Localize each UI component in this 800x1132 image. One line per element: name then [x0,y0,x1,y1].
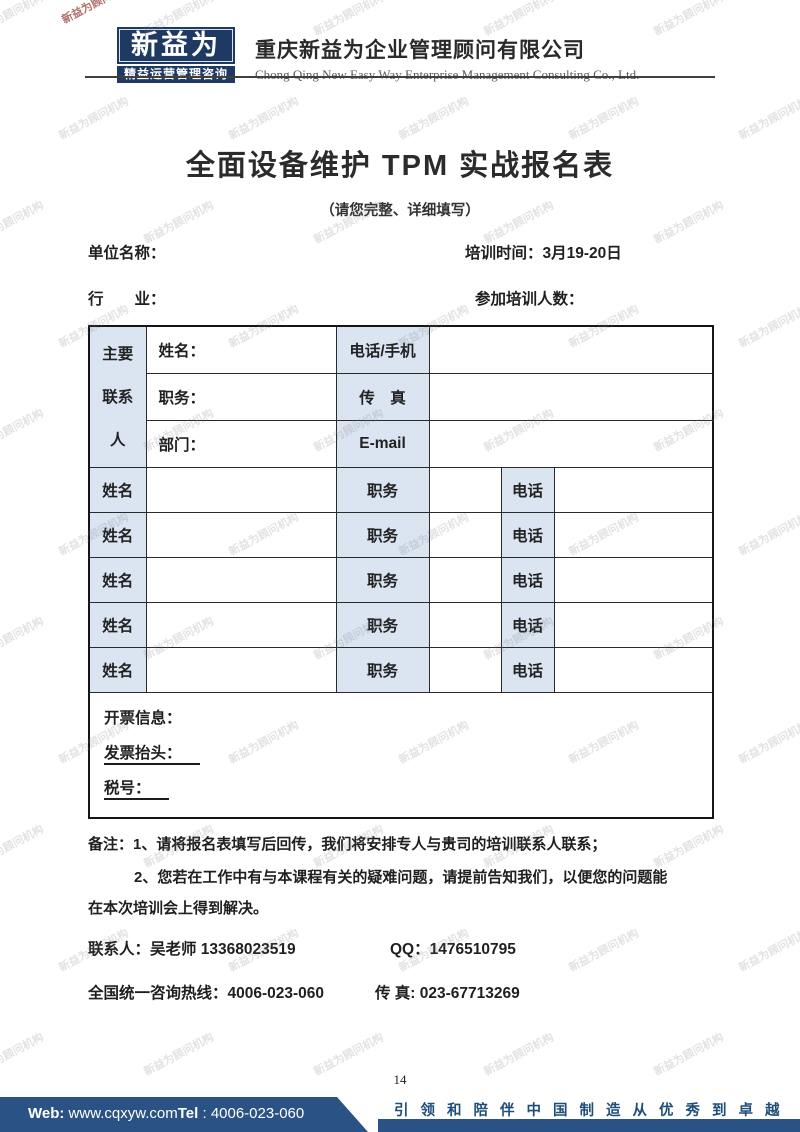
tel-label: Tel [177,1105,199,1122]
attendee-name-input-cell[interactable] [145,647,337,693]
page-title: 全面设备维护 TPM 实战报名表 [185,150,615,182]
page-subtitle: （请您完整、详细填写） [320,203,480,219]
invoice-title-label[interactable]: 发票抬头： [104,745,200,765]
attendee-phone-input-cell[interactable] [553,512,714,558]
attendee-name-input-cell[interactable] [145,467,337,513]
attendee-phone-input-cell[interactable] [553,467,714,513]
attendee-phone-header: 电话 [500,647,555,693]
attendee-title-input-cell[interactable] [428,602,502,648]
industry-label: 行 业： [88,291,166,308]
invoice-row: 开票信息： 发票抬头： 税号： [88,692,714,819]
attendee-name-header: 姓名 [88,467,147,513]
company-name-cn: 重庆新益为企业管理顾问有限公司 [255,39,585,62]
attendee-title-header: 职务 [335,512,430,558]
logo-wordmark: 新益为 [117,27,235,64]
email-input-cell[interactable] [428,420,714,468]
attendee-phone-input-cell[interactable] [553,647,714,693]
attendee-phone-header: 电话 [500,557,555,603]
invoice-info-label: 开票信息： [104,710,182,727]
remark-line-2: 2、您若在工作中有与本课程有关的疑难问题，请提前告知我们，以便您的问题能 [134,869,668,886]
attendee-name-input-cell[interactable] [145,512,337,558]
attendee-title-header: 职务 [335,647,430,693]
primary-contact-header: 主要 联系 人 [88,325,147,468]
footer-contact-bar: Web: www.cqxyw.comTel : 4006-023-060 [0,1097,368,1132]
tel-number: : 4006-023-060 [198,1105,305,1122]
attendee-row: 姓名 职务 电话 [88,512,714,558]
attendee-title-header: 职务 [335,602,430,648]
page-number: 14 [393,1072,407,1087]
web-label: Web: [28,1105,65,1122]
table-row: 职务： 传 真 [89,373,714,421]
web-url[interactable]: www.cqxyw.com [64,1105,178,1122]
attendee-row: 姓名 职务 电话 [88,602,714,648]
email-header: E-mail [335,420,430,468]
attendee-name-input-cell[interactable] [145,557,337,603]
attendee-row: 姓名 职务 电话 [88,557,714,603]
footer-accent-strip [378,1119,800,1132]
attendee-title-input-cell[interactable] [428,557,502,603]
company-name-block: 重庆新益为企业管理顾问有限公司 Chong Qing New Easy Way … [255,34,639,83]
attendee-row: 姓名 职务 电话 [88,467,714,513]
remark-line-1: 备注：1、请将报名表填写后回传，我们将安排专人与贵司的培训联系人联系； [88,836,607,853]
remarks-section: 备注：1、请将报名表填写后回传，我们将安排专人与贵司的培训联系人联系； 2、您若… [88,835,712,918]
attendee-title-input-cell[interactable] [428,467,502,513]
attendee-name-header: 姓名 [88,647,147,693]
form-content: 全面设备维护 TPM 实战报名表 （请您完整、详细填写） 单位名称： 培训时间：… [88,0,715,1003]
company-name-en: Chong Qing New Easy Way Enterprise Manag… [255,67,640,82]
invoice-cell: 开票信息： 发票抬头： 税号： [88,692,714,819]
primary-contact-line: 联系 [102,388,134,406]
attendee-phone-input-cell[interactable] [553,557,714,603]
fax-input-cell[interactable] [428,373,714,421]
training-time-label: 培训时间：3月19-20日 [465,245,622,262]
phone-mobile-header: 电话/手机 [335,325,430,374]
attendee-name-header: 姓名 [88,602,147,648]
company-logo: 新益为 精益运营管理咨询 [117,27,235,83]
contact-row-hotline: 全国统一咨询热线：4006-023-060 传 真: 023-67713269 [88,981,712,1003]
attendee-row: 姓名 职务 电话 [88,647,714,693]
attendee-name-header: 姓名 [88,557,147,603]
primary-contact-line: 人 [109,431,126,449]
attendee-title-input-cell[interactable] [428,512,502,558]
contact-qq: QQ：1476510795 [390,941,516,958]
contact-person: 联系人：吴老师 13368023519 [88,941,296,958]
contact-dept-label: 部门： [145,420,337,468]
phone-mobile-input-cell[interactable] [428,325,714,374]
form-row-industry: 行 业： 参加培训人数： [88,287,712,309]
tax-number-label[interactable]: 税号： [104,780,169,800]
contact-hotline: 全国统一咨询热线：4006-023-060 [88,985,325,1002]
attendee-title-input-cell[interactable] [428,647,502,693]
attendee-name-header: 姓名 [88,512,147,558]
table-row: 主要 联系 人 姓名： 电话/手机 [88,325,714,468]
table-row: 部门： E-mail [89,420,714,468]
attendee-count-label: 参加培训人数： [475,291,584,308]
contact-row-person: 联系人：吴老师 13368023519 QQ：1476510795 [88,937,712,959]
remark-line-3: 在本次培训会上得到解决。 [88,900,269,917]
attendee-name-input-cell[interactable] [145,602,337,648]
contact-name-label: 姓名： [145,325,337,374]
footer-slogan: 引领和陪伴中国制造从优秀到卓越 [394,1103,792,1119]
attendee-phone-header: 电话 [500,602,555,648]
attendee-phone-input-cell[interactable] [553,602,714,648]
form-row-company: 单位名称： 培训时间：3月19-20日 [88,241,712,263]
attendee-phone-header: 电话 [500,467,555,513]
registration-table: 主要 联系 人 姓名： 电话/手机 职务： 传 真 部门： E-mail [88,325,715,819]
fax-header: 传 真 [335,373,430,421]
attendee-title-header: 职务 [335,467,430,513]
attendee-phone-header: 电话 [500,512,555,558]
header-divider [85,76,715,78]
contact-title-label: 职务： [145,373,337,421]
primary-contact-line: 主要 [102,345,134,363]
attendee-title-header: 职务 [335,557,430,603]
company-name-label: 单位名称： [88,245,166,262]
contact-fax: 传 真: 023-67713269 [375,985,520,1002]
